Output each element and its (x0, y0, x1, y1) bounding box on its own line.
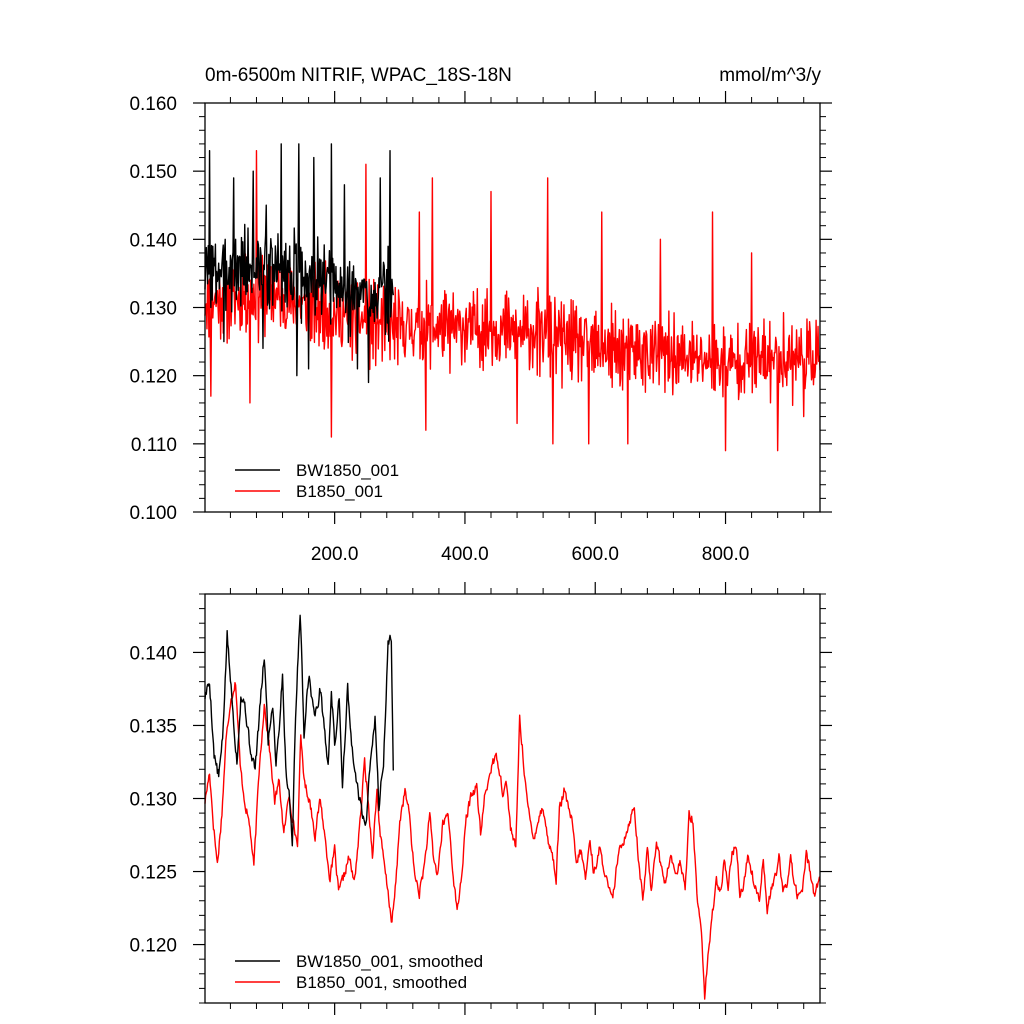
legend-label-b1850-smoothed: B1850_001, smoothed (296, 973, 467, 992)
legend-label-b1850: B1850_001 (296, 482, 383, 501)
y-tick-label: 0.140 (129, 230, 177, 251)
top-panel-series (204, 143, 821, 452)
bottom-panel-series (204, 614, 821, 1000)
bottom-panel-frame (204, 593, 821, 1004)
y-tick-label: 0.110 (131, 435, 177, 456)
top-panel-frame (204, 102, 821, 513)
y-tick-label: 0.150 (129, 162, 177, 183)
y-tick-label: 0.100 (129, 503, 177, 524)
series-line-bw1850-001 (204, 143, 394, 384)
x-tick-label: 600.0 (571, 544, 619, 565)
y-tick-label: 0.160 (129, 94, 177, 115)
series-line-b1850-001-smoothed (204, 681, 821, 1000)
bottom-panel: 0.120 0.125 0.130 0.135 0.140 BW1850_001, sm… (129, 582, 832, 1015)
y-tick-label: 0.130 (129, 299, 177, 320)
y-tick-label: 0.140 (129, 643, 177, 664)
y-tick-label: 0.120 (129, 936, 177, 957)
legend-label-bw1850: BW1850_001 (296, 461, 399, 480)
y-tick-label: 0.120 (129, 367, 177, 388)
top-panel-legend: BW1850_001 B1850_001 (235, 461, 399, 501)
top-panel-ticks: 0.100 0.110 0.120 0.130 0.140 0.150 0.160 200.0… (129, 91, 832, 565)
x-tick-label: 200.0 (311, 544, 359, 565)
legend-label-bw1850-smoothed: BW1850_001, smoothed (296, 952, 483, 971)
top-panel-units: mmol/m^3/y (719, 65, 821, 86)
series-line-bw1850-001-smoothed (204, 614, 394, 847)
bottom-panel-legend: BW1850_001, smoothed B1850_001, smoothed (235, 952, 483, 992)
y-tick-label: 0.125 (129, 863, 177, 884)
top-panel: 0m-6500m NITRIF, WPAC_18S-18N mmol/m^3/y… (129, 65, 832, 565)
y-tick-label: 0.130 (129, 790, 177, 811)
x-tick-label: 400.0 (441, 544, 489, 565)
bottom-panel-ticks: 0.120 0.125 0.130 0.135 0.140 (129, 582, 832, 1015)
y-tick-label: 0.135 (129, 716, 177, 737)
x-tick-label: 800.0 (702, 544, 750, 565)
top-panel-title: 0m-6500m NITRIF, WPAC_18S-18N (205, 65, 512, 86)
